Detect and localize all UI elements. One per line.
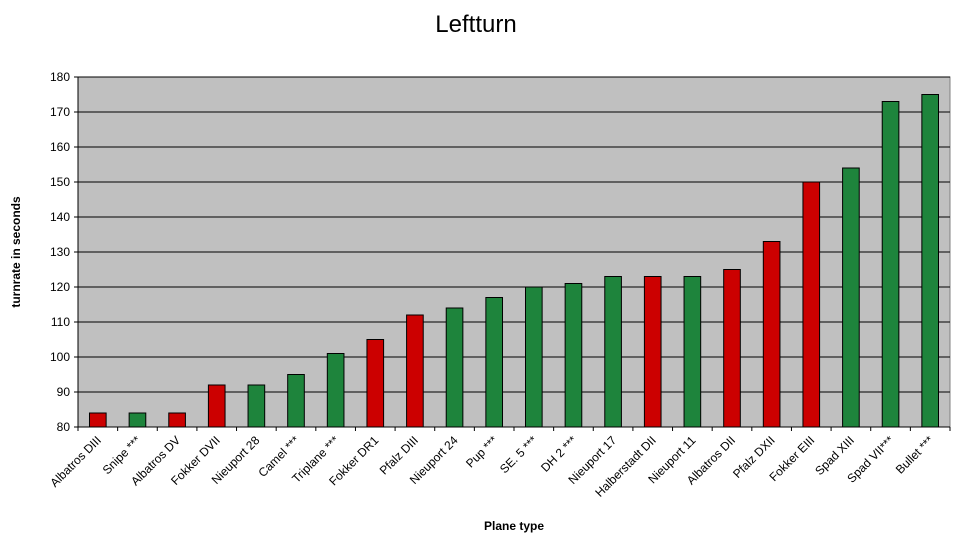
y-tick-label: 120	[50, 280, 70, 294]
x-tick-label: Bullet ***	[893, 433, 937, 477]
bar	[247, 384, 266, 428]
bar	[881, 101, 900, 428]
y-tick-label: 160	[50, 140, 70, 154]
bar	[802, 181, 821, 428]
bar	[168, 412, 186, 428]
bar	[921, 94, 940, 428]
bar	[485, 297, 504, 428]
bar	[842, 167, 860, 428]
bar	[643, 276, 662, 428]
bar	[762, 241, 781, 428]
bar	[406, 314, 424, 428]
y-tick-label: 130	[50, 245, 70, 259]
bar	[128, 412, 147, 428]
y-tick-label: 140	[50, 210, 70, 224]
bar	[604, 276, 622, 428]
y-tick-label: 90	[57, 385, 71, 399]
bar	[445, 307, 464, 428]
bar	[326, 353, 345, 428]
x-tick-label: Albatros DIII	[47, 433, 104, 490]
bars	[88, 94, 940, 428]
bar	[207, 384, 226, 428]
y-tick-label: 180	[50, 70, 70, 84]
bar	[683, 276, 702, 428]
y-tick-label: 80	[57, 420, 71, 434]
y-tick-label: 100	[50, 350, 70, 364]
bar	[723, 269, 741, 428]
x-tick-label: Pup ***	[463, 433, 500, 470]
y-tick-label: 170	[50, 105, 70, 119]
bar	[88, 412, 107, 428]
y-axis-label: turnrate in seconds	[9, 196, 23, 308]
x-axis-label: Plane type	[484, 519, 544, 533]
chart-title: Leftturn	[435, 11, 516, 38]
x-tick-label: SE. 5 ***	[497, 433, 540, 476]
bar	[524, 286, 543, 428]
bar	[287, 374, 305, 428]
y-tick-label: 150	[50, 175, 70, 189]
y-tick-label: 110	[51, 315, 70, 329]
y-axis-ticks: 80 90 100 110 120 130 140 150 160 170 180	[50, 70, 78, 434]
bar	[564, 283, 583, 428]
bar	[366, 339, 385, 428]
